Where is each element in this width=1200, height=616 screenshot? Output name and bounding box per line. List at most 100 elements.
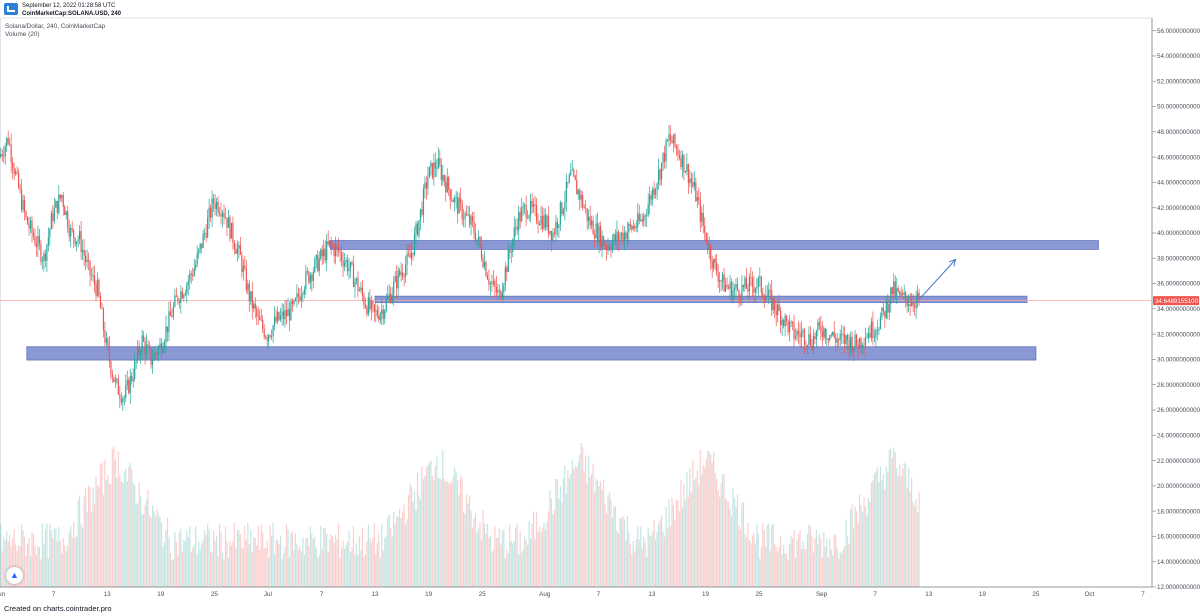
volume-bar xyxy=(699,449,701,587)
volume-bar xyxy=(473,518,475,587)
volume-bar xyxy=(620,518,622,587)
volume-bar xyxy=(437,477,439,587)
candle-body xyxy=(349,262,352,269)
volume-bar xyxy=(156,509,158,587)
volume-bar xyxy=(6,531,8,587)
candle-body xyxy=(786,315,788,321)
volume-bar xyxy=(483,523,486,587)
volume-bar xyxy=(591,474,593,587)
volume-bar xyxy=(269,525,271,587)
volume-bar xyxy=(869,501,871,587)
x-tick-label: 19 xyxy=(702,591,710,598)
volume-bar xyxy=(451,481,453,587)
candle-body xyxy=(652,188,654,200)
candle-body xyxy=(327,241,329,245)
candle-body xyxy=(882,307,884,312)
candle-body xyxy=(574,175,576,180)
volume-bar xyxy=(783,544,785,587)
volume-bar xyxy=(110,484,112,587)
candle-body xyxy=(663,152,666,162)
volume-bar xyxy=(122,482,124,587)
candle-body xyxy=(887,300,889,313)
candle-body xyxy=(291,301,294,305)
candle-body xyxy=(440,164,442,181)
volume-bar xyxy=(466,494,468,587)
candle-body xyxy=(669,134,672,141)
candle-body xyxy=(582,195,584,208)
volume-bar xyxy=(598,486,600,587)
volume-bar xyxy=(518,554,520,587)
y-tick-label: 46.0000000000 xyxy=(1157,154,1200,161)
volume-bar xyxy=(116,478,118,587)
volume-bar xyxy=(806,534,809,587)
candle-body xyxy=(885,300,887,318)
volume-bar xyxy=(198,541,200,587)
candle-body xyxy=(823,328,825,338)
volume-bar xyxy=(500,544,502,587)
volume-bar xyxy=(668,499,670,587)
volume-bar xyxy=(506,549,508,587)
volume-bar xyxy=(299,545,301,587)
candle-body xyxy=(634,226,636,229)
candle-body xyxy=(794,336,797,339)
volume-bar xyxy=(342,540,344,587)
volume-bar xyxy=(596,480,599,587)
candle-body xyxy=(580,195,582,200)
series-legend[interactable]: Solana/Dollar, 240, CoinMarketCap xyxy=(5,23,106,30)
volume-bar xyxy=(629,544,631,587)
volume-bar xyxy=(601,489,603,587)
candle-body xyxy=(49,229,51,238)
candle-body xyxy=(681,154,684,168)
candle-body xyxy=(254,303,256,309)
candle-body xyxy=(555,221,557,234)
volume-bar xyxy=(236,530,238,587)
volume-bar xyxy=(867,497,870,587)
volume-bar xyxy=(129,462,131,587)
candle-body xyxy=(187,281,189,286)
candle-body xyxy=(537,221,539,224)
x-tick-label: 7 xyxy=(1141,591,1145,598)
volume-bar xyxy=(775,546,777,587)
candle-body xyxy=(251,291,253,309)
volume-bar xyxy=(379,557,381,587)
volume-bar xyxy=(419,499,422,587)
volume-bar xyxy=(681,507,684,587)
candle-body xyxy=(402,272,404,277)
volume-bar xyxy=(113,446,115,587)
candle-body xyxy=(625,232,627,240)
x-tick-label: Aug xyxy=(539,591,551,598)
volume-bar xyxy=(659,519,661,587)
volume-bar xyxy=(530,538,532,587)
candle-body xyxy=(285,310,288,317)
candle-body xyxy=(169,311,172,316)
candle-body xyxy=(457,197,459,214)
candle-body xyxy=(757,277,759,287)
volume-bar xyxy=(290,533,292,587)
y-tick-label: 26.0000000000 xyxy=(1157,407,1200,414)
volume-bar xyxy=(338,523,340,587)
candle-body xyxy=(588,216,590,221)
volume-bar xyxy=(564,465,566,587)
y-tick-label: 38.0000000000 xyxy=(1157,255,1200,262)
tradingview-badge-icon[interactable]: ▲ xyxy=(6,567,23,584)
snapshot-date: September 12, 2022 01:28:58 UTC xyxy=(22,3,116,9)
volume-legend[interactable]: Volume (20) xyxy=(5,31,40,38)
volume-bar xyxy=(623,519,625,587)
volume-bar xyxy=(720,483,722,587)
candle-body xyxy=(211,198,213,218)
y-tick-label: 36.0000000000 xyxy=(1157,281,1200,288)
candle-body xyxy=(220,213,222,217)
candle-body xyxy=(279,315,282,320)
candle-body xyxy=(518,212,520,231)
candle-body xyxy=(528,215,530,219)
candle-body xyxy=(361,287,364,296)
candle-body xyxy=(212,198,215,204)
candle-body xyxy=(241,254,243,273)
volume-bar xyxy=(864,506,867,587)
volume-bar xyxy=(321,549,323,587)
x-tick-label: Oct xyxy=(1085,591,1095,598)
candle-body xyxy=(165,326,167,343)
volume-bar xyxy=(814,538,816,587)
candle-body xyxy=(809,334,812,346)
